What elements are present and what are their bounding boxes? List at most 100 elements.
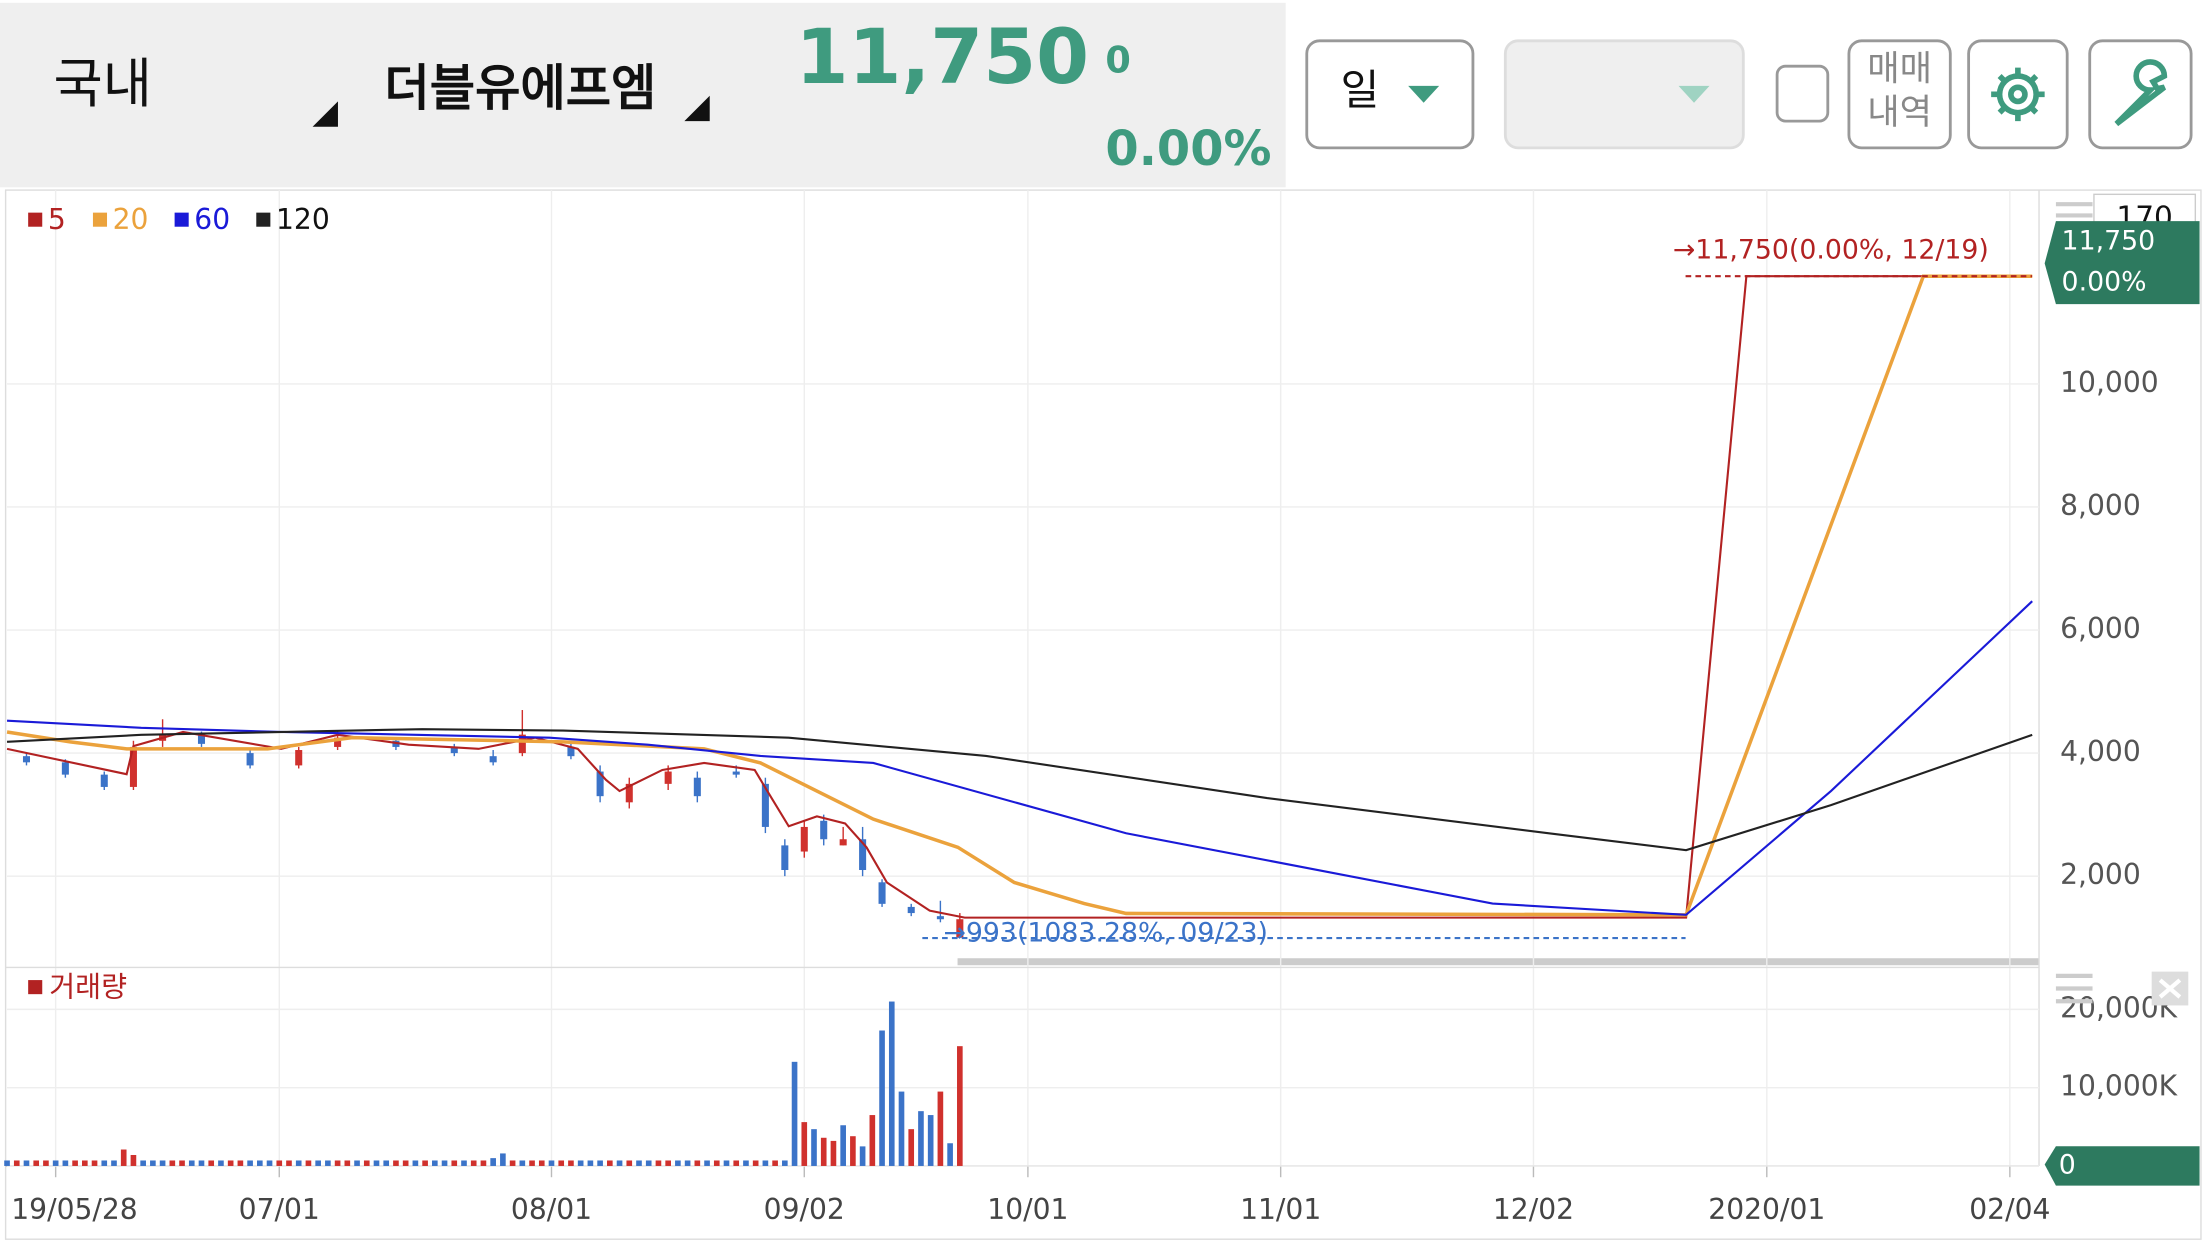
settings-button[interactable] [1967, 39, 2069, 150]
x-tick-label: 09/02 [764, 1193, 845, 1226]
volume-bar [315, 1160, 321, 1166]
volume-bar [140, 1160, 146, 1166]
volume-bar [723, 1160, 730, 1166]
legend-swatch [28, 212, 43, 227]
volume-bar [568, 1160, 574, 1166]
sub-select[interactable] [1503, 39, 1745, 150]
y-tick-label: 10,000K [2060, 1070, 2179, 1103]
volume-bar [927, 1115, 934, 1166]
x-tick-label: 08/01 [511, 1193, 592, 1226]
market-dropdown[interactable] [312, 101, 338, 127]
period-select[interactable] [1305, 39, 1475, 150]
volume-bar [354, 1160, 360, 1166]
volume-bar [713, 1160, 720, 1166]
volume-bar [344, 1160, 351, 1166]
volume-bar [402, 1160, 409, 1166]
volume-bar [626, 1160, 633, 1166]
sub-arrow[interactable] [1678, 85, 1710, 103]
candle-body [761, 783, 769, 827]
period-arrow[interactable] [1408, 85, 1440, 103]
stock-name[interactable]: 더블유에프엠 [384, 59, 656, 117]
volume-bar [266, 1160, 273, 1166]
history-button[interactable] [1847, 39, 1952, 150]
panel-icons[interactable] [2055, 202, 2189, 1006]
volume-bar [840, 1125, 846, 1166]
candle-body [596, 771, 604, 797]
volume-bar [859, 1146, 866, 1166]
volume-bar [198, 1160, 205, 1166]
volume-bar [820, 1137, 827, 1166]
candle-body [781, 845, 789, 871]
period[interactable]: 일 [1341, 65, 1380, 114]
volume-bar [558, 1160, 565, 1166]
volume-bar [111, 1160, 117, 1166]
legend-label: 거래량 [49, 971, 127, 1004]
volume-bar [72, 1160, 78, 1166]
volume-bar [888, 1001, 895, 1166]
volume-bar [247, 1160, 253, 1166]
candle-body [567, 746, 575, 757]
legend-label: 60 [194, 203, 230, 236]
candle-body [100, 774, 108, 787]
volume-bar [908, 1129, 915, 1166]
legend-label: 20 [113, 203, 149, 236]
volume-bar [208, 1160, 215, 1166]
volume-bar [325, 1160, 331, 1166]
history-label[interactable]: 매매 [1867, 48, 1932, 89]
volume-bar [655, 1160, 662, 1166]
ma-line [6, 274, 2033, 917]
candle-body [800, 826, 808, 852]
checkbox[interactable] [1775, 64, 1830, 123]
volume-bar [830, 1140, 837, 1166]
candle-body [489, 756, 497, 763]
volume-bar [538, 1160, 545, 1166]
volume-bar [937, 1091, 944, 1166]
volume-bar [295, 1160, 302, 1166]
volume-bar [675, 1160, 681, 1166]
plot-layer: 19/05/28 07/01 08/01 09/02 10/01 11/01 12/02 20… [4, 190, 2179, 1226]
candle-body [820, 820, 828, 840]
volume-bar [918, 1111, 924, 1166]
change-pct: 0.00% [1105, 122, 1271, 177]
volume-bar [607, 1160, 613, 1166]
candle-body [907, 906, 915, 914]
volume-bar [179, 1160, 185, 1166]
volume-bar [422, 1160, 428, 1166]
history-label[interactable]: 내역 [1867, 92, 1932, 133]
candle-body [664, 771, 672, 784]
volume-bar [52, 1160, 59, 1166]
volume-tag-value: 0 [2059, 1149, 2076, 1180]
volume-bar [694, 1160, 701, 1166]
candle-body [246, 753, 254, 766]
wrench-icon[interactable] [2114, 59, 2168, 127]
stock-dropdown[interactable] [684, 95, 710, 122]
candle-body [197, 734, 206, 744]
candle-body [878, 882, 886, 904]
legend-swatch [256, 212, 271, 227]
candle-body [61, 762, 69, 775]
volume-bar [879, 1030, 885, 1166]
volume-bar [801, 1122, 808, 1166]
volume-bar [412, 1160, 419, 1166]
market[interactable]: 국내 [54, 52, 152, 115]
volume-bar [869, 1115, 876, 1166]
y-tick-label: 4,000 [2060, 735, 2141, 768]
volume-bar [811, 1129, 817, 1166]
volume-bar [393, 1160, 399, 1166]
volume-bar [91, 1160, 98, 1166]
y-tick-label: 6,000 [2060, 612, 2141, 645]
ma-line [6, 728, 2033, 852]
volume-bar [684, 1160, 691, 1166]
tools-button[interactable] [2088, 39, 2193, 150]
price-tag-pct: 0.00% [2062, 267, 2147, 298]
gear-icon[interactable] [1991, 67, 2045, 122]
volume-bar [616, 1160, 623, 1166]
volume-bar [509, 1160, 516, 1166]
price: 11,750 [796, 12, 1089, 101]
volume-bar [101, 1160, 108, 1166]
x-tick-label: 19/05/28 [11, 1193, 137, 1226]
volume-bar [850, 1136, 856, 1166]
volume-bar [577, 1160, 584, 1166]
volume-bar [665, 1160, 671, 1166]
